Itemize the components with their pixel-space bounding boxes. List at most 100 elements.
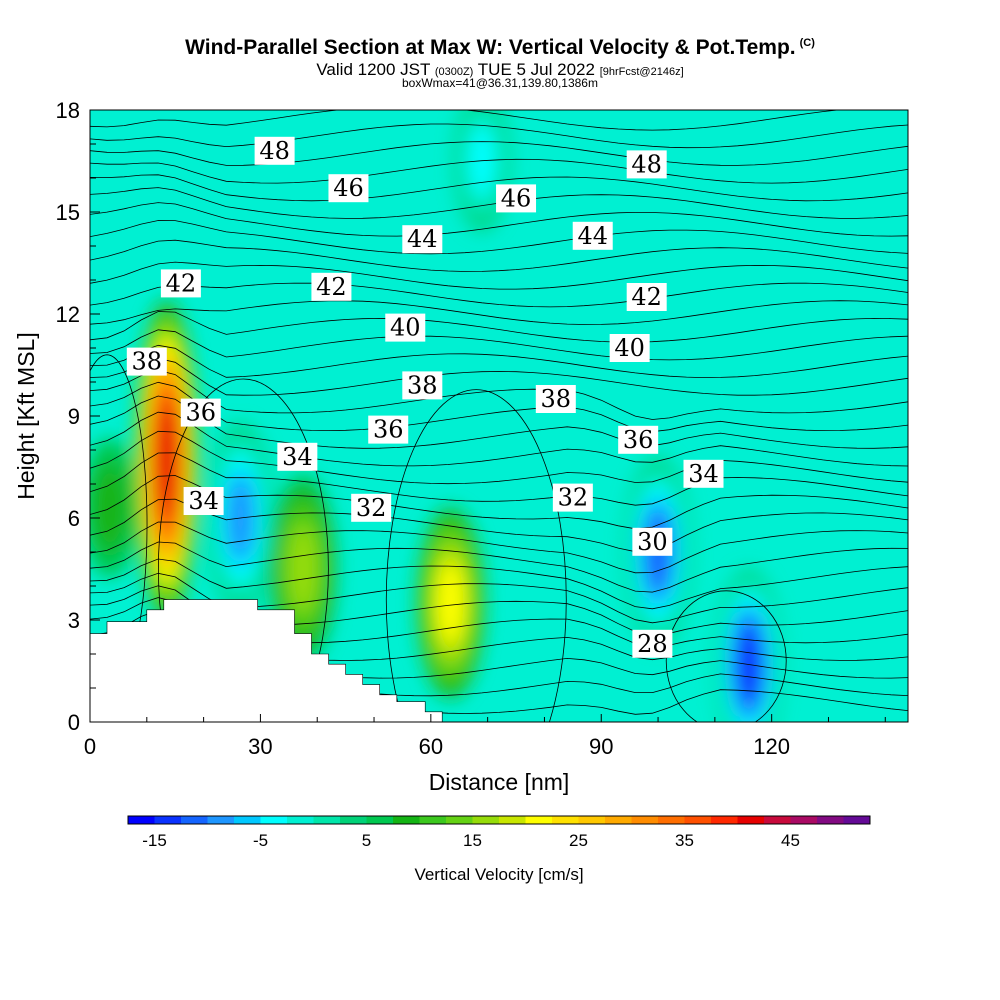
theta-line — [90, 541, 908, 593]
theta-line — [90, 430, 908, 485]
contour-label: 36 — [368, 415, 409, 444]
contour-label: 32 — [552, 483, 593, 512]
contour-label: 34 — [277, 442, 318, 471]
x-tick-label: 30 — [248, 734, 272, 759]
velocity-cell-1 — [134, 300, 199, 621]
theta-line — [90, 261, 908, 290]
theta-line — [90, 381, 908, 433]
colorbar-swatch — [340, 816, 367, 824]
contour-label-text: 36 — [623, 426, 654, 454]
theta-line — [90, 110, 841, 131]
colorbar-swatch — [843, 816, 871, 824]
colorbar-swatch — [631, 816, 659, 824]
colorbar-tick-label: 25 — [569, 831, 588, 850]
contour-label: 42 — [311, 272, 352, 301]
theta-line — [90, 498, 908, 553]
x-tick-label: 90 — [589, 734, 613, 759]
colorbar-tick-label: -15 — [142, 831, 167, 850]
contour-label-text: 46 — [333, 174, 364, 202]
colorbar: -15 -5 5 15 25 35 45 — [127, 815, 871, 850]
contour-label-text: 46 — [501, 184, 532, 212]
theta-line — [90, 357, 908, 396]
colorbar-swatch — [711, 816, 738, 824]
contour-label-text: 38 — [132, 348, 163, 376]
theta-line — [90, 311, 908, 343]
contour-label-text: 38 — [407, 371, 438, 399]
theta-line — [90, 282, 908, 308]
theta-line — [90, 369, 908, 420]
colorbar-tick-label: 35 — [675, 831, 694, 850]
colorbar-swatch — [605, 816, 632, 824]
contour-label-text: 44 — [577, 222, 608, 250]
colorbar-swatch — [234, 816, 261, 824]
contour-label: 48 — [626, 150, 667, 179]
contour-label-text: 42 — [166, 269, 197, 297]
chart-title: Wind-Parallel Section at Max W: Vertical… — [185, 36, 815, 59]
contour-label: 48 — [254, 136, 295, 165]
theta-line — [90, 123, 908, 149]
colorbar-swatch — [817, 816, 844, 824]
theta-line — [90, 411, 908, 467]
contour-label: 28 — [632, 629, 673, 658]
contour-label-text: 42 — [631, 283, 662, 311]
copyright-mark: (C) — [799, 37, 815, 49]
colorbar-swatch — [578, 816, 606, 824]
colorbar-swatch — [552, 816, 579, 824]
colorbar-title: Vertical Velocity [cm/s] — [414, 865, 583, 884]
contour-label-text: 32 — [356, 494, 387, 522]
theta-line — [90, 300, 908, 325]
theta-line — [90, 174, 908, 202]
y-tick-label: 9 — [68, 404, 80, 429]
colorbar-tick-label: 5 — [362, 831, 371, 850]
colorbar-frame — [127, 815, 871, 825]
contour-label-text: 48 — [259, 137, 290, 165]
colorbar-swatch — [154, 816, 182, 824]
contour-label: 36 — [180, 398, 221, 427]
y-tick-label: 12 — [56, 302, 80, 327]
colorbar-swatch — [658, 816, 685, 824]
contour-label: 46 — [328, 174, 369, 203]
theta-loop-3 — [665, 590, 787, 722]
y-tick-label: 18 — [56, 98, 80, 123]
theta-line — [90, 329, 908, 361]
colorbar-swatch — [393, 816, 420, 824]
colorbar-tick-label: 15 — [463, 831, 482, 850]
colorbar-swatch — [499, 816, 526, 824]
theta-line — [90, 220, 908, 255]
contour-label-text: 32 — [558, 484, 589, 512]
colorbar-swatch — [419, 816, 447, 824]
x-tick-label: 60 — [419, 734, 443, 759]
theta-line — [90, 141, 908, 166]
contour-label: 42 — [626, 283, 667, 311]
contour-label: 30 — [632, 527, 673, 556]
contour-label: 32 — [351, 493, 392, 522]
contour-label: 40 — [609, 334, 650, 362]
theta-line — [90, 202, 908, 237]
colorbar-swatch — [472, 816, 500, 824]
contour-label: 46 — [496, 184, 537, 213]
theta-line — [90, 452, 908, 506]
contour-label: 38 — [402, 371, 443, 400]
colorbar-swatch — [737, 816, 765, 824]
contour-label: 42 — [160, 269, 201, 298]
colorbar-swatch — [446, 816, 473, 824]
contour-label-text: 34 — [188, 487, 219, 515]
contour-label: 44 — [572, 221, 613, 250]
contour-label-text: 38 — [541, 385, 572, 413]
colorbar-tick-label: -5 — [253, 831, 268, 850]
colorbar-swatch — [287, 816, 314, 824]
contour-label: 38 — [126, 347, 167, 376]
theta-line — [90, 395, 908, 449]
colorbar-swatch — [181, 816, 208, 824]
contour-label: 38 — [535, 385, 576, 413]
contour-label: 40 — [385, 313, 426, 342]
contour-label-text: 42 — [316, 273, 347, 301]
y-tick-label: 0 — [68, 710, 80, 735]
colorbar-swatch — [128, 816, 155, 824]
x-tick-label: 120 — [753, 734, 790, 759]
colorbar-swatch — [525, 816, 553, 824]
